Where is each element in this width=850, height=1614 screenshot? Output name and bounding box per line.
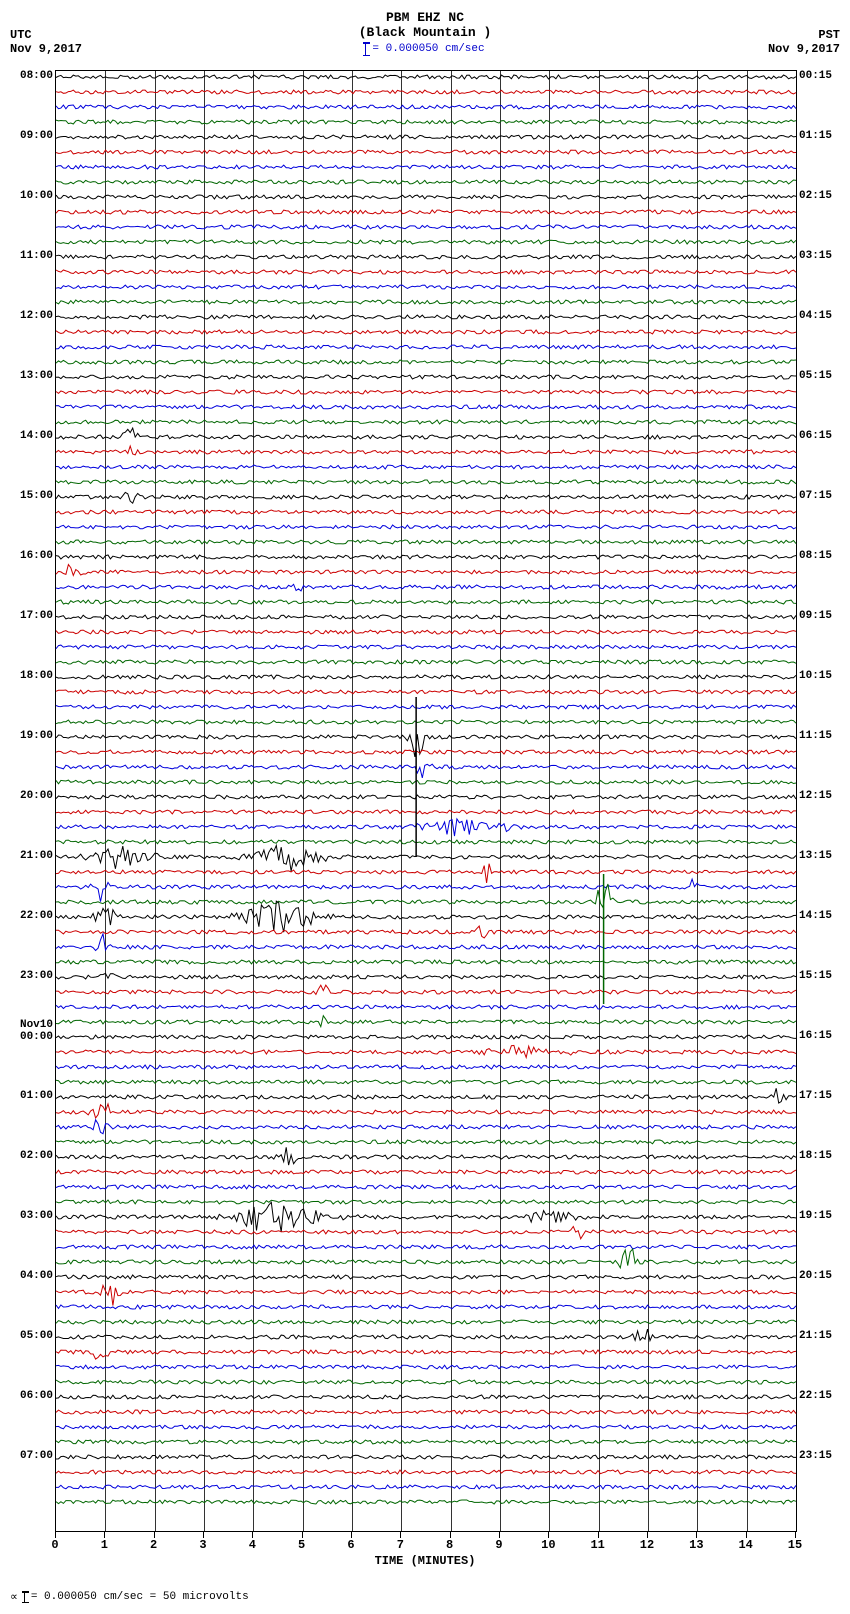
x-axis-title: TIME (MINUTES) (55, 1554, 795, 1568)
right-time-label: 23:15 (796, 1450, 832, 1462)
seismogram-container: UTC Nov 9,2017 PST Nov 9,2017 PBM EHZ NC… (10, 10, 840, 1604)
right-time-label: 01:15 (796, 130, 832, 142)
left-time-label: 14:00 (20, 430, 56, 442)
x-tick-label: 10 (541, 1538, 555, 1552)
right-time-label: 22:15 (796, 1390, 832, 1402)
right-time-label: 10:15 (796, 670, 832, 682)
footer-scale-bar-icon (24, 1591, 25, 1603)
x-tick-label: 14 (738, 1538, 752, 1552)
x-tick-label: 15 (788, 1538, 802, 1552)
x-tick-label: 13 (689, 1538, 703, 1552)
right-time-label: 11:15 (796, 730, 832, 742)
left-time-label: 21:00 (20, 850, 56, 862)
right-time-label: 17:15 (796, 1090, 832, 1102)
right-time-label: 19:15 (796, 1210, 832, 1222)
x-tick-label: 11 (590, 1538, 604, 1552)
x-axis: TIME (MINUTES) 0123456789101112131415 (55, 1532, 795, 1572)
left-time-label: 23:00 (20, 970, 56, 982)
x-tick-label: 12 (640, 1538, 654, 1552)
left-time-label: 20:00 (20, 790, 56, 802)
right-time-label: 07:15 (796, 490, 832, 502)
header-left-corner: UTC Nov 9,2017 (10, 28, 82, 57)
seismogram-plot: 08:0009:0010:0011:0012:0013:0014:0015:00… (55, 70, 797, 1532)
right-time-label: 16:15 (796, 1030, 832, 1042)
right-time-label: 14:15 (796, 910, 832, 922)
right-time-label: 08:15 (796, 550, 832, 562)
right-time-label: 09:15 (796, 610, 832, 622)
trace (56, 1487, 796, 1517)
left-time-label: 08:00 (20, 70, 56, 82)
plot-wrapper: 08:0009:0010:0011:0012:0013:0014:0015:00… (55, 70, 795, 1532)
left-time-label: 04:00 (20, 1270, 56, 1282)
left-time-label: 06:00 (20, 1390, 56, 1402)
x-tick-label: 0 (51, 1538, 58, 1552)
x-tick-label: 8 (446, 1538, 453, 1552)
left-time-label: 12:00 (20, 310, 56, 322)
x-tick-label: 6 (347, 1538, 354, 1552)
left-time-label: 09:00 (20, 130, 56, 142)
right-time-label: 12:15 (796, 790, 832, 802)
scale-bar-icon (365, 42, 366, 56)
right-time-label: 13:15 (796, 850, 832, 862)
right-time-label: 20:15 (796, 1270, 832, 1282)
left-time-label: 03:00 (20, 1210, 56, 1222)
left-time-label: Nov1000:00 (20, 1019, 56, 1043)
x-tick-label: 4 (249, 1538, 256, 1552)
left-time-label: 15:00 (20, 490, 56, 502)
left-time-label: 19:00 (20, 730, 56, 742)
right-time-label: 21:15 (796, 1330, 832, 1342)
footer: ∝ = 0.000050 cm/sec = 50 microvolts (10, 1590, 840, 1604)
station-name: (Black Mountain ) (10, 25, 840, 40)
x-tick-label: 5 (298, 1538, 305, 1552)
scale-label: = 0.000050 cm/sec (372, 43, 484, 55)
x-tick-label: 7 (397, 1538, 404, 1552)
station-code: PBM EHZ NC (10, 10, 840, 25)
left-time-label: 05:00 (20, 1330, 56, 1342)
left-time-label: 07:00 (20, 1450, 56, 1462)
left-time-label: 22:00 (20, 910, 56, 922)
right-time-label: 18:15 (796, 1150, 832, 1162)
left-date: Nov 9,2017 (10, 42, 82, 56)
right-tz: PST (768, 28, 840, 42)
x-tick-label: 2 (150, 1538, 157, 1552)
right-time-label: 15:15 (796, 970, 832, 982)
header-right-corner: PST Nov 9,2017 (768, 28, 840, 57)
right-time-label: 03:15 (796, 250, 832, 262)
header: UTC Nov 9,2017 PST Nov 9,2017 PBM EHZ NC… (10, 10, 840, 70)
footer-prefix: ∝ (10, 1590, 18, 1604)
left-time-label: 16:00 (20, 550, 56, 562)
left-time-label: 10:00 (20, 190, 56, 202)
x-tick-label: 3 (199, 1538, 206, 1552)
right-time-label: 06:15 (796, 430, 832, 442)
left-time-label: 18:00 (20, 670, 56, 682)
right-time-label: 00:15 (796, 70, 832, 82)
left-time-label: 13:00 (20, 370, 56, 382)
left-time-label: 17:00 (20, 610, 56, 622)
left-time-label: 11:00 (20, 250, 56, 262)
x-tick-label: 9 (495, 1538, 502, 1552)
left-tz: UTC (10, 28, 82, 42)
left-time-label: 02:00 (20, 1150, 56, 1162)
right-time-label: 04:15 (796, 310, 832, 322)
right-date: Nov 9,2017 (768, 42, 840, 56)
x-tick-label: 1 (101, 1538, 108, 1552)
right-time-label: 02:15 (796, 190, 832, 202)
left-time-label: 01:00 (20, 1090, 56, 1102)
footer-text: = 0.000050 cm/sec = 50 microvolts (31, 1591, 249, 1603)
right-time-label: 05:15 (796, 370, 832, 382)
scale-indicator: = 0.000050 cm/sec (10, 42, 840, 56)
